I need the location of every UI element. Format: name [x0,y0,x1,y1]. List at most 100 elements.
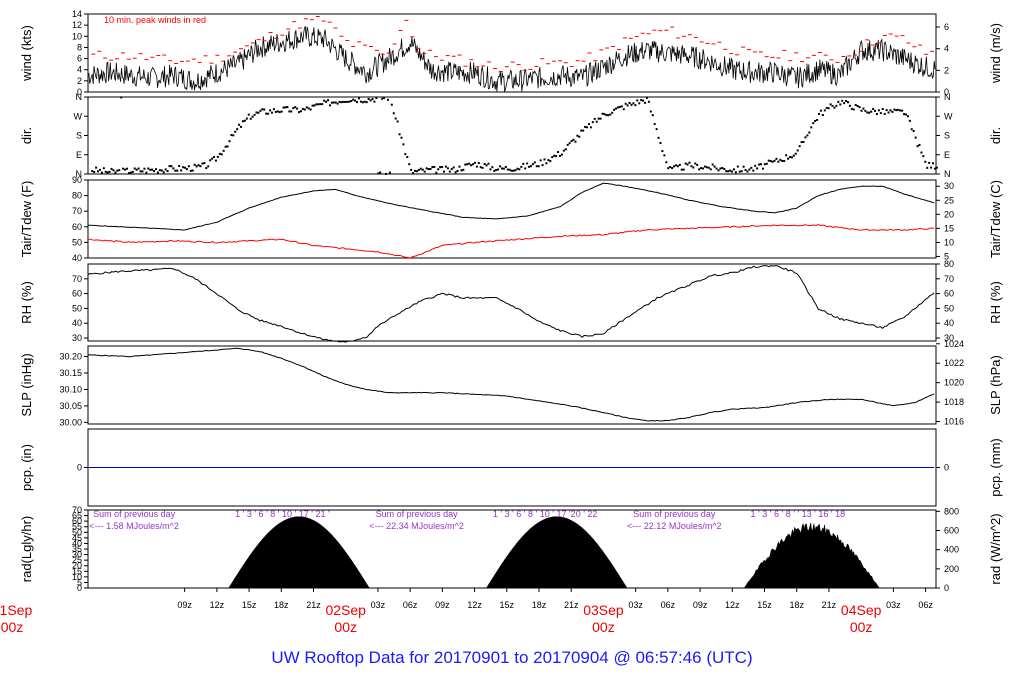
direction-point [325,100,328,103]
panel-slp: SLP (inHg) SLP (hPa) 30.00 30.05 30.10 30.15 3… [19,339,1003,428]
radiation-area [743,522,880,589]
y-tick-label-right: N [944,169,951,179]
direction-point [545,162,548,165]
panel-temp: Tair/Tdew (F) Tair/Tdew (C) 40 50 60 70 80 90 5 1… [19,175,1003,263]
direction-point [187,165,190,168]
direction-point [713,165,716,168]
direction-point [595,120,598,123]
direction-point [816,118,819,121]
y-tick-label-left: 60 [72,222,82,232]
direction-point [618,105,621,108]
panel-frame [87,96,937,175]
x-tick-label: 09z [693,600,708,610]
direction-point [265,112,268,115]
direction-point [437,168,440,171]
y-tick-label-right: 0 [944,583,949,593]
direction-point [176,169,179,172]
direction-point [684,162,687,165]
y-tick-label-left: 8 [77,42,82,52]
direction-point [918,143,921,146]
series-rh-line [87,265,935,343]
direction-point [139,170,142,173]
direction-point [276,110,279,113]
direction-point [419,167,422,170]
direction-point [232,134,235,137]
direction-point [647,100,650,103]
direction-point [145,171,148,174]
direction-point [794,152,797,155]
direction-point [819,109,822,112]
direction-point [296,107,299,110]
direction-point [162,171,165,174]
y-tick-label-left: 10 [72,572,82,582]
x-tick-label: 06z [403,600,418,610]
direction-point [638,102,641,105]
direction-point [661,150,664,153]
direction-point [787,157,790,160]
direction-point [203,162,206,165]
direction-point [102,167,105,170]
direction-point [278,111,281,114]
direction-point [344,100,347,103]
direction-point [860,109,863,112]
direction-point [727,170,730,173]
direction-point [686,163,689,166]
direction-point [914,136,917,139]
direction-point [427,168,430,171]
direction-point [634,104,637,107]
direction-point [352,98,355,101]
direction-point [572,138,575,141]
direction-point [827,107,830,110]
direction-point [893,108,896,111]
x-tick-label: 12z [725,600,740,610]
direction-point [628,101,631,104]
x-tick-label: 21z [564,600,579,610]
direction-point [91,170,94,173]
direction-point [166,170,169,173]
direction-point [168,165,171,168]
direction-point [199,165,202,168]
daily-sum-value: <--- 22.34 MJoules/m^2 [369,521,464,531]
daily-sum-label: Sum of previous day [376,509,459,519]
direction-point [564,148,567,151]
direction-point [443,170,446,173]
direction-point [736,165,739,168]
direction-point [385,172,388,175]
direction-point [868,111,871,114]
direction-point [466,163,469,166]
y-tick-label-right: 800 [944,506,959,516]
y-tick-label-right: 2 [944,65,949,75]
direction-point [636,99,639,102]
direction-point [214,159,217,162]
direction-point [910,128,913,131]
y-tick-label-left: 60 [72,289,82,299]
direction-point [729,169,732,172]
direction-point [566,143,569,146]
direction-point [773,159,776,162]
direction-point [269,109,272,112]
direction-point [485,164,488,167]
direction-point [804,136,807,139]
day-label: 04Sep [841,602,882,618]
y-axis-label-right: pcp. (mm) [988,438,1003,497]
direction-point [228,140,231,143]
direction-point [251,115,254,118]
direction-point [580,129,583,132]
direction-point [673,165,676,168]
panel-frame [87,263,937,342]
y-tick-label-left: S [76,131,82,141]
direction-point [408,163,411,166]
direction-point [769,160,772,163]
direction-point [763,163,766,166]
direction-point [292,107,295,110]
x-tick-label: 12z [210,600,225,610]
direction-point [845,99,848,102]
direction-point [317,103,320,106]
direction-point [682,168,685,171]
direction-point [852,108,855,111]
direction-point [390,103,393,106]
direction-point [798,145,801,148]
direction-point [151,168,154,171]
direction-point [373,100,376,103]
